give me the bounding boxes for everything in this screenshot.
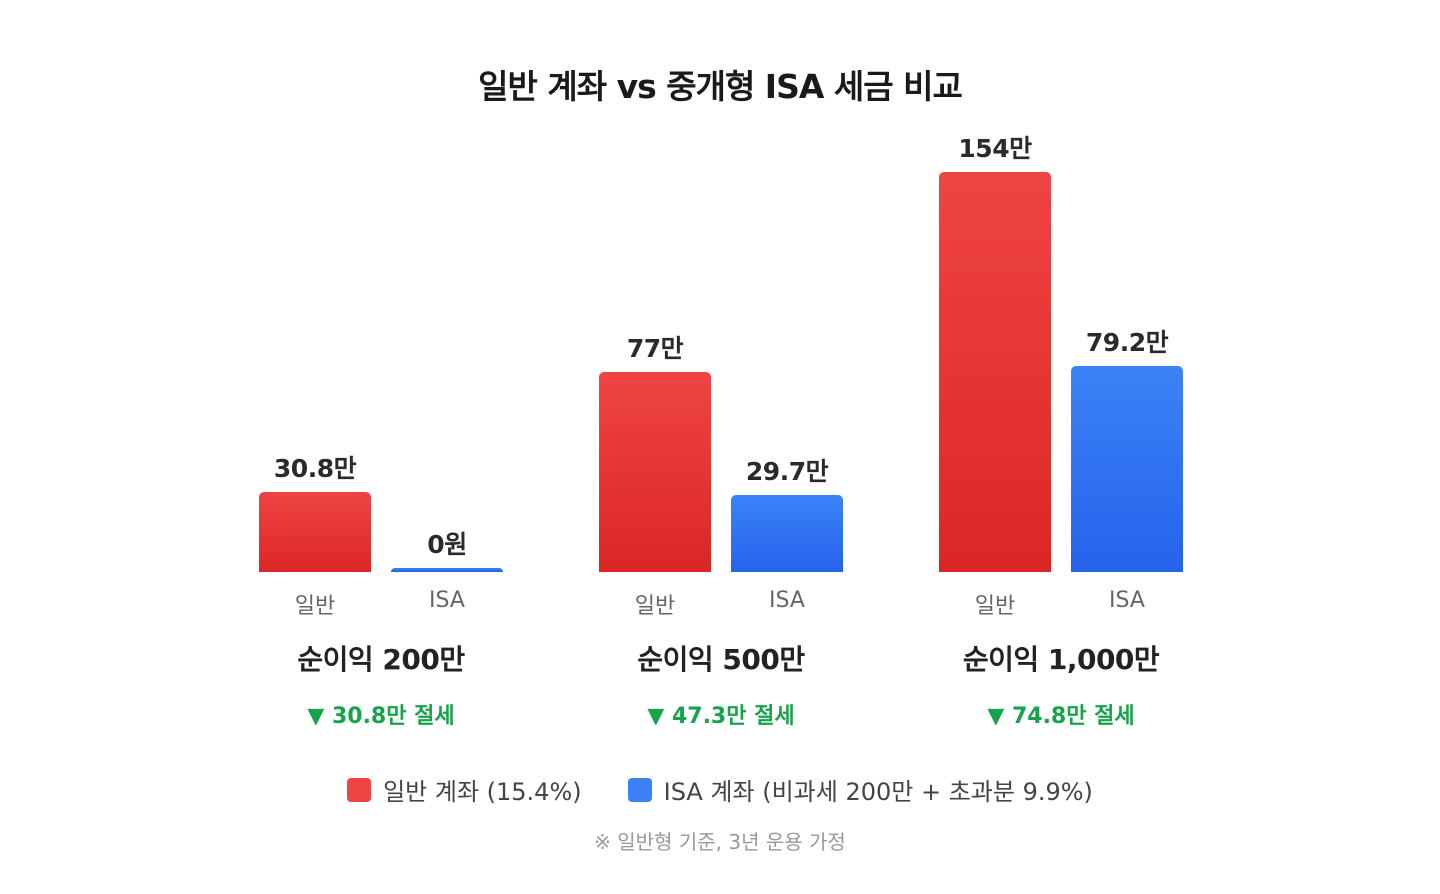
bar-general [259,492,371,572]
footnote: ※ 일반형 기준, 3년 운용 가정 [594,830,846,854]
group-title: 순이익 500만 [637,643,805,676]
savings-label: ▼ 47.3만 절세 [647,704,795,729]
value-label: 154만 [958,134,1032,163]
legend-swatch-general [347,777,372,802]
value-label: 0원 [427,530,467,559]
value-label: 77만 [626,334,684,363]
category-label: 일반 [974,594,1016,619]
bar-general [599,372,711,572]
legend-swatch-isa [627,777,652,802]
legend-item-general: 일반 계좌 (15.4%) [347,772,582,807]
savings-label: ▼ 30.8만 절세 [307,704,455,729]
category-label: 일반 [634,594,676,619]
legend: 일반 계좌 (15.4%) ISA 계좌 (비과세 200만 + 초과분 9.9… [0,772,1440,807]
legend-item-isa: ISA 계좌 (비과세 200만 + 초과분 9.9%) [627,772,1093,807]
group-title: 순이익 200만 [297,643,465,676]
bar-general [939,172,1051,572]
savings-label: ▼ 74.8만 절세 [987,704,1135,729]
value-label: 30.8만 [273,454,357,483]
category-label: ISA [769,588,805,613]
category-label: ISA [1109,588,1145,613]
value-label: 79.2만 [1085,328,1169,358]
group-title: 순이익 1,000만 [962,643,1160,676]
category-label: ISA [429,588,465,613]
category-label: 일반 [294,594,336,619]
bar-isa [731,494,843,572]
bar-isa [1071,366,1183,572]
legend-label-general: 일반 계좌 (15.4%) [383,778,582,806]
value-label: 29.7만 [745,456,829,486]
bar-isa [391,568,503,572]
chart-title: 일반 계좌 vs 중개형 ISA 세금 비교 [478,67,963,106]
legend-label-isa: ISA 계좌 (비과세 200만 + 초과분 9.9%) [663,778,1093,806]
